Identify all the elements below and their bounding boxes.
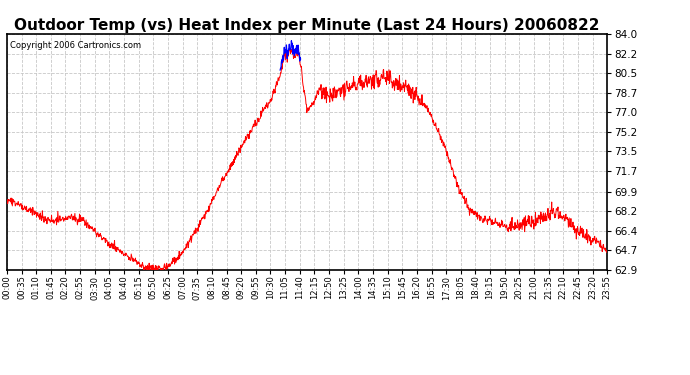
Text: Copyright 2006 Cartronics.com: Copyright 2006 Cartronics.com xyxy=(10,41,141,50)
Title: Outdoor Temp (vs) Heat Index per Minute (Last 24 Hours) 20060822: Outdoor Temp (vs) Heat Index per Minute … xyxy=(14,18,600,33)
